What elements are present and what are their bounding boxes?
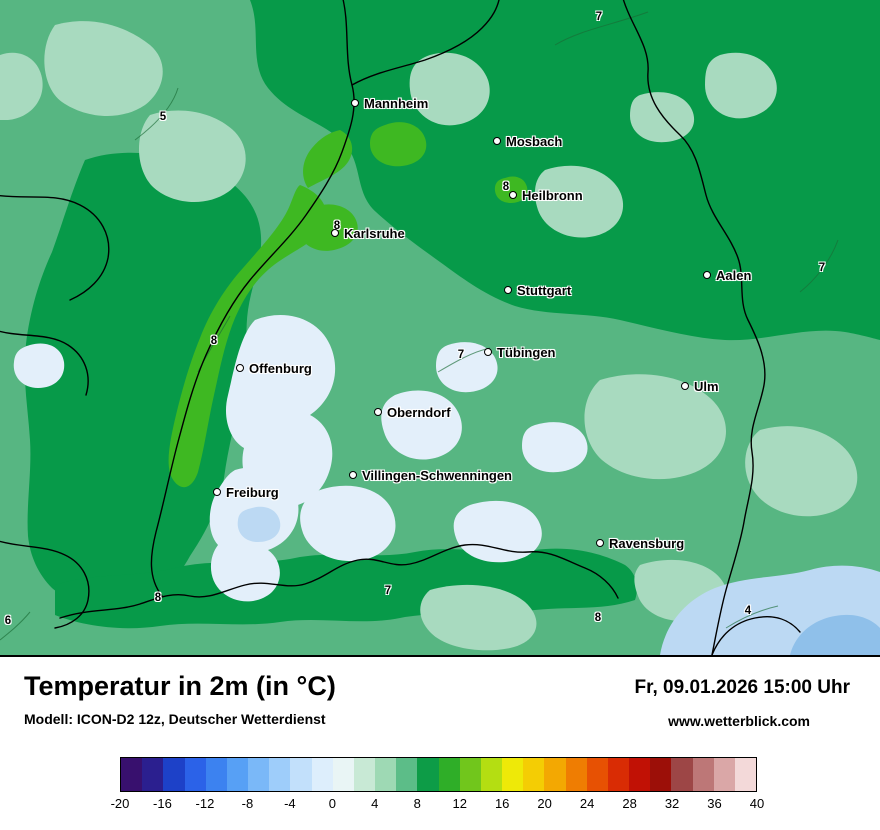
legend-tick-label: 20 xyxy=(537,796,552,811)
legend-color-segment xyxy=(226,758,249,791)
legend-tick-label: -8 xyxy=(241,796,254,811)
legend-color-segment xyxy=(586,758,608,791)
legend-tick-label: -16 xyxy=(153,796,172,811)
legend-tick-label: 4 xyxy=(371,796,379,811)
legend-color-segment xyxy=(629,758,651,791)
legend-color-segment xyxy=(565,758,587,791)
legend-color-segment xyxy=(692,758,714,791)
legend-tick-label: -12 xyxy=(195,796,215,811)
legend-tick-label: 12 xyxy=(452,796,467,811)
legend-tick-label: 28 xyxy=(622,796,637,811)
legend-color-segment xyxy=(290,758,312,791)
footer-panel: Temperatur in 2m (in °C) Fr, 09.01.2026 … xyxy=(0,655,880,830)
legend-color-segment xyxy=(142,758,164,791)
legend-tick-label: 40 xyxy=(749,796,765,811)
legend-color-segment xyxy=(248,758,270,791)
legend-color-segment xyxy=(163,758,185,791)
legend-color-segment xyxy=(480,758,503,791)
legend-color-segment xyxy=(417,758,439,791)
legend-color-segment xyxy=(269,758,291,791)
legend-tick-label: 16 xyxy=(494,796,510,811)
legend-ticks: -20 -16 -12 -8 -4 0 4 8 12 16 20 24 28 32 36 40 xyxy=(111,796,765,814)
temperature-regions xyxy=(0,0,880,655)
legend-color-segment xyxy=(396,758,418,791)
legend-color-segment xyxy=(523,758,545,791)
legend-color-segment xyxy=(121,758,143,791)
legend-tick-label: -4 xyxy=(284,796,296,811)
legend-color-segment xyxy=(650,758,672,791)
temperature-map xyxy=(0,0,880,655)
legend-color-segment xyxy=(311,758,333,791)
legend-tick-label: 8 xyxy=(413,796,421,811)
legend-color-segment xyxy=(184,758,206,791)
legend-color-segment xyxy=(205,758,227,791)
legend-color-segment xyxy=(713,758,735,791)
legend-color-segment xyxy=(353,758,376,791)
legend-color-segment xyxy=(438,758,460,791)
website-link[interactable]: www.wetterblick.com xyxy=(668,713,810,729)
legend-color-segment xyxy=(671,758,693,791)
border-lines xyxy=(0,0,801,655)
legend-color-segment xyxy=(734,758,757,791)
temperature-legend: -20 -16 -12 -8 -4 0 4 8 12 16 20 24 28 32 36 40 xyxy=(111,757,765,814)
legend-color-segment xyxy=(375,758,397,791)
legend-tick-label: -20 xyxy=(110,796,130,811)
legend-tick-label: 0 xyxy=(328,796,336,811)
legend-color-segment xyxy=(544,758,566,791)
legend-color-segment xyxy=(459,758,481,791)
legend-tick-label: 24 xyxy=(579,796,595,811)
map-title: Temperatur in 2m (in °C) xyxy=(24,671,336,701)
legend-tick-label: 32 xyxy=(664,796,680,811)
legend-colorbar xyxy=(120,757,757,792)
legend-color-segment xyxy=(607,758,630,791)
legend-color-segment xyxy=(502,758,524,791)
legend-tick-label: 36 xyxy=(707,796,722,811)
forecast-datetime: Fr, 09.01.2026 15:00 Uhr xyxy=(634,677,850,698)
model-info: Modell: ICON-D2 12z, Deutscher Wetterdie… xyxy=(24,711,326,727)
legend-color-segment xyxy=(332,758,354,791)
